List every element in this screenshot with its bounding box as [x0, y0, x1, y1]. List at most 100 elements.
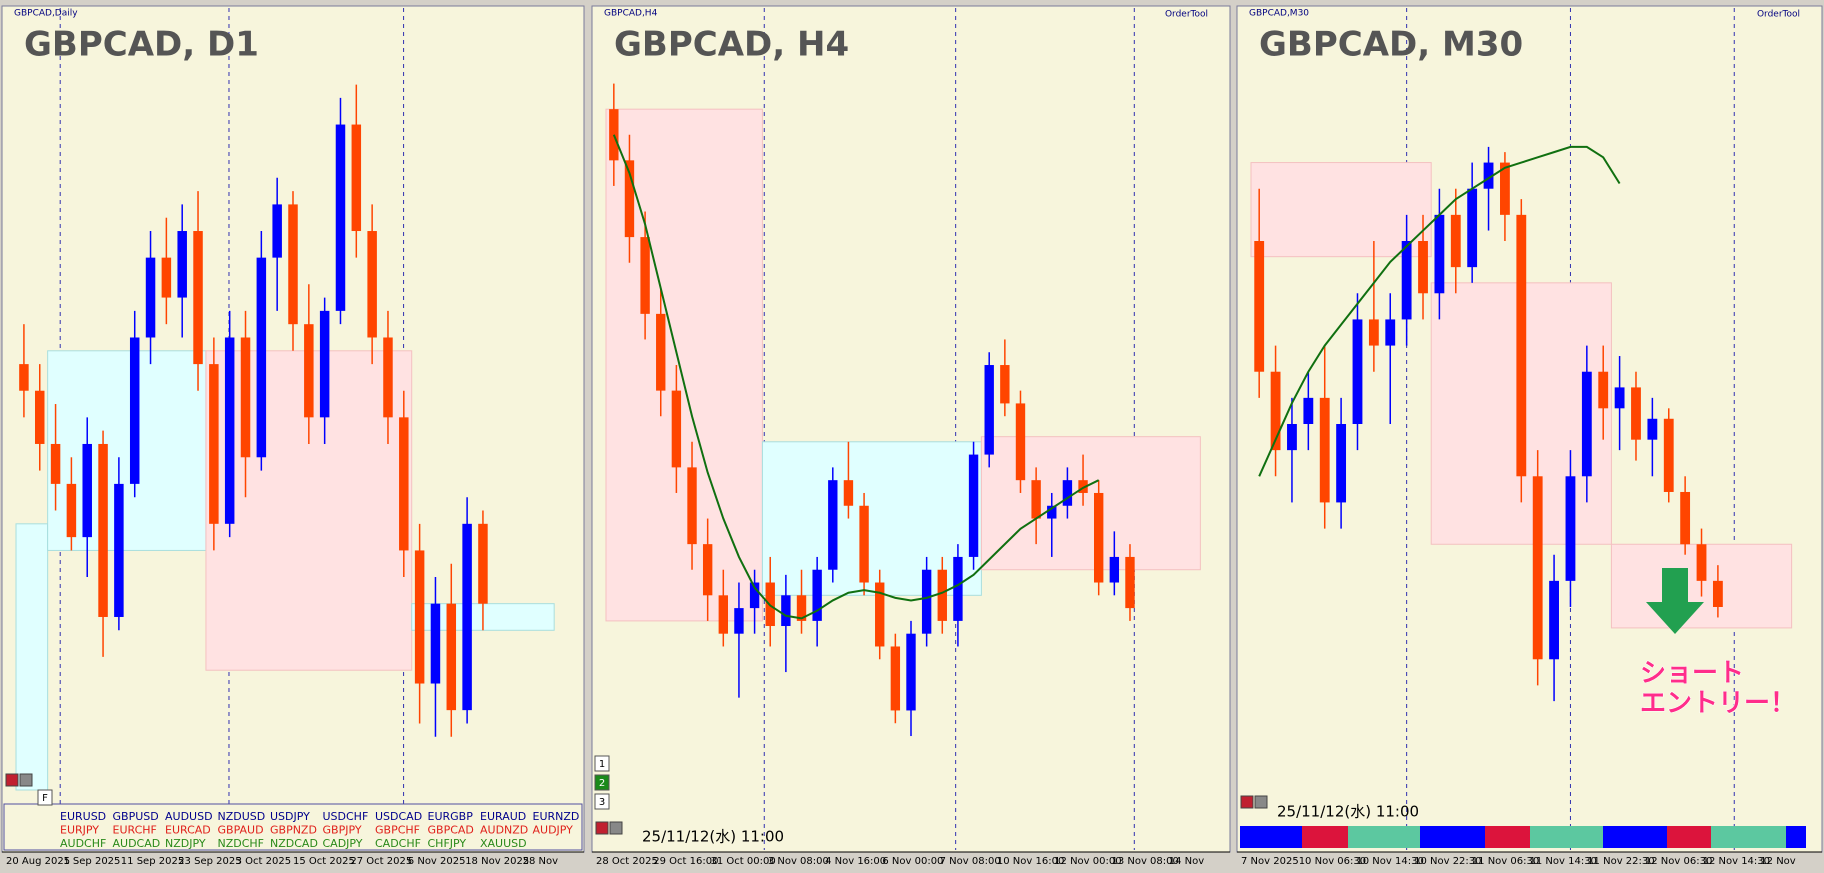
symbol-button[interactable]: CHFJPY [428, 837, 467, 850]
window-control[interactable] [1240, 795, 1254, 809]
symbol-button[interactable]: GBPNZD [270, 824, 317, 837]
button-label: 1 [599, 759, 605, 770]
symbol-button[interactable]: CADCHF [375, 837, 421, 850]
candle-body [1483, 162, 1494, 189]
candle-body [1581, 371, 1592, 477]
candle-body [843, 480, 854, 506]
window-control[interactable] [1254, 795, 1268, 809]
candle-body [1015, 403, 1026, 481]
symbol-button[interactable]: NZDCAD [270, 837, 318, 850]
candle-body [462, 523, 472, 711]
symbol-button[interactable]: GBPCHF [375, 824, 420, 837]
button-label: 2 [599, 778, 605, 789]
candle-body [1712, 580, 1723, 607]
signal-bar [1240, 826, 1302, 848]
symbol-button[interactable]: USDCHF [323, 810, 369, 823]
candle-body [1565, 476, 1576, 581]
candle-body [718, 595, 728, 634]
candle-body [145, 257, 156, 338]
candle-body [921, 569, 932, 634]
symbol-button[interactable]: NZDUSD [218, 810, 266, 823]
candle-body [1078, 480, 1088, 493]
candle-body [1401, 241, 1412, 320]
symbol-button[interactable]: EURUSD [60, 810, 106, 823]
candle-body [1303, 397, 1314, 424]
candle-body [937, 569, 947, 621]
x-tick-label: 10 Nov 14:30 [1356, 856, 1423, 867]
symbol-button[interactable]: GBPAUD [218, 824, 264, 837]
symbol-button[interactable]: AUDNZD [480, 824, 528, 837]
window-control[interactable] [5, 773, 19, 787]
candle-body [1516, 214, 1527, 477]
moving-average [1258, 145, 1621, 477]
candle-body [129, 337, 140, 484]
candle-body [1614, 387, 1625, 409]
candle-body [1647, 418, 1658, 440]
symbol-button[interactable]: GBPJPY [323, 824, 362, 837]
candle-body [1467, 188, 1478, 268]
x-tick-label: 7 Nov 08:00 [940, 856, 1001, 867]
window-control[interactable] [595, 821, 609, 835]
symbol-button[interactable]: AUDCHF [60, 837, 106, 850]
x-tick-label: 12 Nov 00:00 [1054, 856, 1121, 867]
symbol-button[interactable]: EURCHF [113, 824, 157, 837]
candle-body [304, 324, 314, 418]
candle-body [399, 417, 409, 551]
candle-body [335, 124, 346, 311]
candle-body [1319, 397, 1330, 503]
window-label: GBPCAD,M30 [1249, 9, 1309, 19]
symbol-button[interactable]: XAUUSD [480, 837, 527, 850]
button[interactable] [594, 793, 610, 810]
button-label: 3 [599, 797, 605, 808]
x-tick-label: 11 Nov 14:30 [1530, 856, 1597, 867]
button[interactable] [37, 789, 53, 806]
candle-body [82, 443, 92, 538]
annotation: エントリー！ [1640, 689, 1796, 719]
symbol-button[interactable]: EURJPY [60, 824, 99, 837]
candle-body [177, 231, 187, 298]
x-tick-label: 14 Nov [1169, 856, 1205, 867]
candle-body [1549, 580, 1559, 660]
symbol-button[interactable]: AUDJPY [533, 824, 574, 837]
symbol-button[interactable]: AUDCAD [113, 837, 161, 850]
button[interactable] [594, 774, 610, 791]
signal-bar [1786, 826, 1806, 848]
window-control[interactable] [609, 821, 623, 835]
signal-bar [1348, 826, 1420, 848]
symbol-button[interactable]: EURCAD [165, 824, 211, 837]
symbol-button[interactable]: USDJPY [270, 810, 310, 823]
symbol-button[interactable]: CADJPY [323, 837, 363, 850]
x-tick-label: 28 Nov [523, 856, 559, 867]
candle-body [1680, 491, 1691, 545]
candle-body [1385, 319, 1396, 346]
symbol-button[interactable]: USDCAD [375, 810, 422, 823]
window-label: GBPCAD,H4 [604, 9, 658, 19]
x-tick-label: 28 Oct 2025 [596, 856, 658, 867]
button[interactable] [594, 755, 610, 772]
symbol-button[interactable]: EURNZD [533, 810, 580, 823]
symbol-button[interactable]: NZDCHF [218, 837, 265, 850]
symbol-button[interactable]: GBPUSD [113, 810, 159, 823]
symbol-button[interactable]: GBPCAD [428, 824, 474, 837]
symbol-button[interactable]: EURAUD [480, 810, 526, 823]
x-tick-label: 12 Nov [1760, 856, 1796, 867]
candle-body [1352, 319, 1363, 424]
candle-body [1031, 480, 1041, 519]
moving-average [612, 134, 1100, 620]
window-control[interactable] [19, 773, 33, 787]
x-tick-label: 11 Nov 22:30 [1587, 856, 1654, 867]
candle-body [890, 646, 901, 711]
x-tick-label: 6 Nov 2025 [408, 856, 466, 867]
x-tick-label: 31 Oct 00:00 [711, 856, 776, 867]
candle-body [1532, 476, 1543, 660]
signal-bar [1711, 826, 1786, 848]
button-label: F [42, 793, 48, 804]
symbol-button[interactable]: AUDUSD [165, 810, 213, 823]
candle-body [209, 364, 219, 524]
x-tick-label: 12 Nov 14:30 [1703, 856, 1770, 867]
x-tick-label: 11 Sep 2025 [121, 856, 184, 867]
symbol-button[interactable]: EURGBP [428, 810, 474, 823]
signal-bar [1603, 826, 1667, 848]
symbol-button[interactable]: NZDJPY [165, 837, 206, 850]
